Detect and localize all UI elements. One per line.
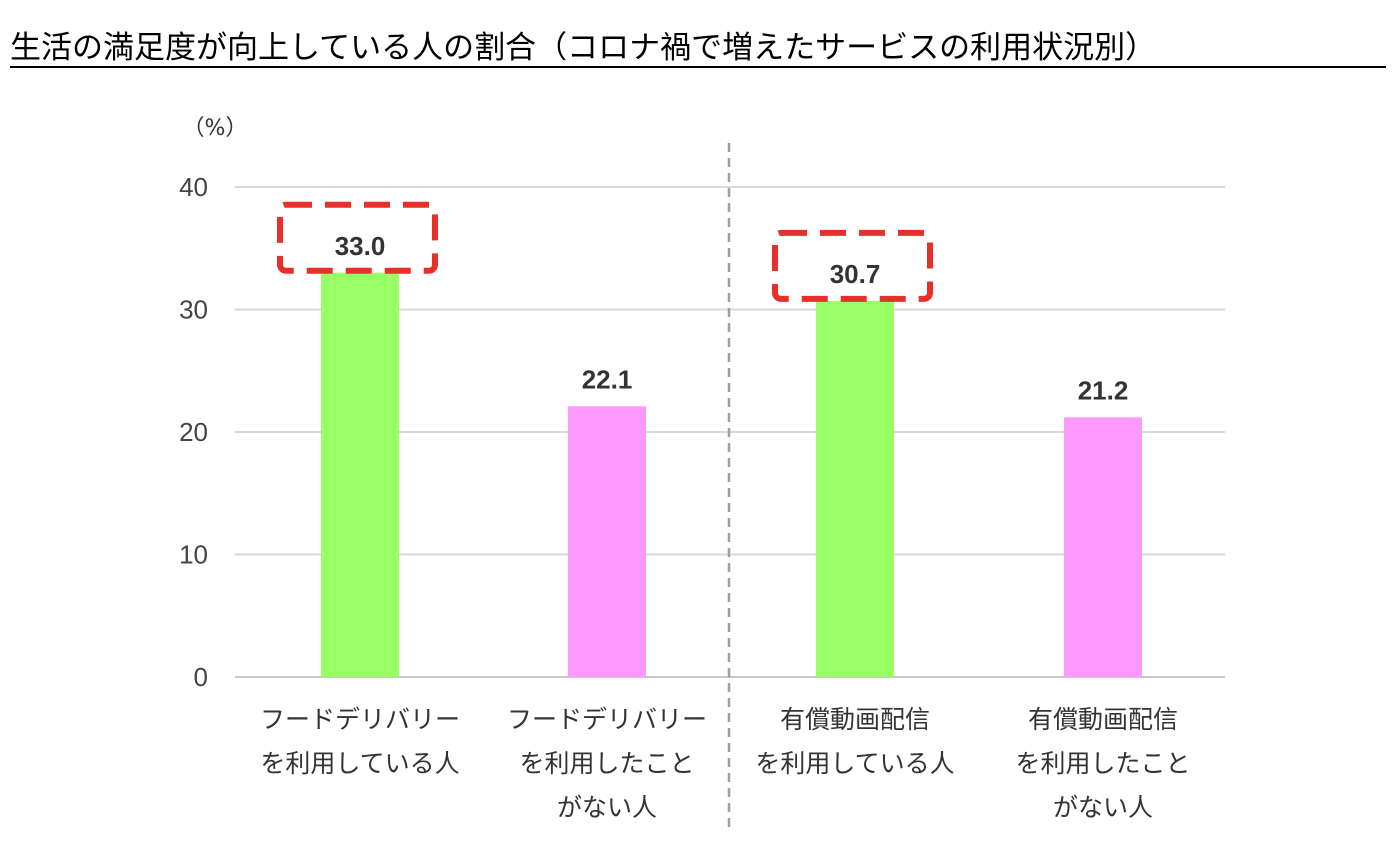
category-label: を利用している人 [260,749,459,778]
category-label: 有償動画配信 [780,705,930,734]
page-title: 生活の満足度が向上している人の割合（コロナ禍で増えたサービスの利用状況別） [10,30,1157,66]
category-label: がない人 [1053,793,1153,822]
category-label: を利用したこと [519,749,694,778]
y-tick-label: 10 [179,540,208,570]
y-axis-unit-label: （%） [183,116,248,141]
highlight-box [277,201,438,274]
category-label: を利用している人 [755,749,954,778]
category-label: がない人 [557,793,657,822]
bar-2 [816,300,894,677]
category-label: を利用したこと [1015,749,1190,778]
value-label: 30.7 [830,259,881,289]
highlight-box [772,229,933,302]
category-label: 有償動画配信 [1028,705,1178,734]
y-tick-label: 20 [179,417,208,447]
value-label: 22.1 [582,364,633,394]
category-label: フードデリバリー [507,705,707,734]
y-tick-label: 40 [179,172,208,202]
y-tick-label: 0 [194,662,208,692]
bar-0 [321,272,399,677]
category-label: フードデリバリー [260,705,460,734]
value-label: 21.2 [1078,375,1129,405]
value-label: 33.0 [335,231,386,261]
bar-3 [1064,417,1142,677]
bar-1 [568,406,646,677]
y-tick-label: 30 [179,295,208,325]
title-underline [10,66,1386,68]
